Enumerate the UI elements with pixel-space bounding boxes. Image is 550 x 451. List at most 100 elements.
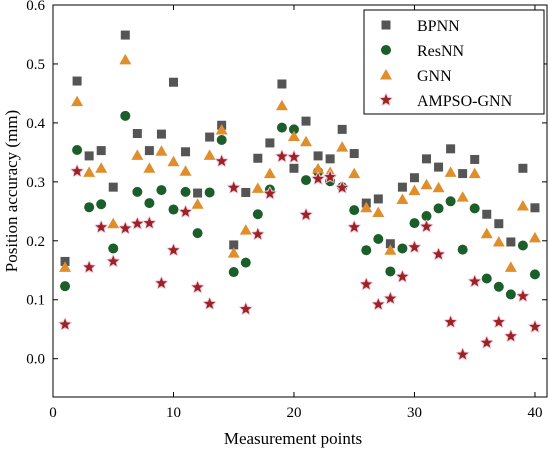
data-point-star	[240, 303, 252, 315]
data-point-circle	[204, 187, 215, 198]
x-tick-label: 10	[166, 405, 181, 421]
data-point-star	[456, 348, 469, 360]
data-point-circle	[96, 199, 107, 210]
data-point-star	[215, 155, 228, 167]
data-point-star	[529, 320, 541, 332]
data-point-square	[144, 146, 154, 156]
series-resnn	[60, 110, 540, 300]
data-point-star	[59, 318, 71, 330]
data-point-circle	[529, 269, 540, 280]
data-point-triangle	[239, 224, 252, 235]
legend-marker-circle	[381, 45, 391, 55]
data-point-square	[168, 77, 178, 87]
data-point-triangle	[215, 123, 228, 135]
data-point-triangle	[83, 166, 96, 177]
data-point-star	[228, 181, 240, 193]
data-point-circle	[252, 209, 263, 220]
data-point-square	[458, 169, 468, 179]
series-bpnn	[60, 30, 540, 266]
plot-area-border	[52, 4, 548, 398]
data-point-triangle	[480, 227, 493, 239]
x-axis-label: Measurement points	[224, 429, 362, 448]
data-point-triangle	[384, 244, 397, 255]
data-point-circle	[60, 281, 71, 292]
data-point-star	[408, 241, 421, 253]
data-point-square	[313, 151, 323, 161]
data-point-star	[83, 261, 95, 273]
data-point-circle	[276, 122, 287, 133]
data-point-circle	[144, 198, 155, 209]
data-point-star	[517, 290, 529, 302]
data-point-star	[432, 248, 445, 260]
data-point-circle	[349, 205, 360, 216]
plot-frame	[52, 4, 548, 398]
data-point-square	[470, 154, 480, 164]
data-point-square	[181, 147, 191, 157]
data-point-square	[494, 219, 504, 229]
data-point-square	[434, 162, 444, 172]
data-point-triangle	[504, 261, 517, 272]
y-tick-label: 0.0	[26, 352, 45, 368]
data-point-triangle	[420, 178, 433, 190]
data-point-square	[530, 203, 540, 213]
data-point-circle	[72, 145, 83, 156]
data-point-circle	[433, 203, 444, 214]
data-point-triangle	[408, 184, 421, 196]
y-axis-ticks: 0.0 0.1 0.2 0.3 0.4 0.5 0.6	[26, 0, 547, 368]
x-tick-label: 20	[286, 405, 301, 421]
legend-box	[363, 9, 545, 115]
data-point-triangle	[251, 182, 264, 193]
data-point-triangle	[492, 235, 505, 247]
data-point-triangle	[203, 149, 216, 160]
data-point-square	[229, 240, 239, 250]
data-point-square	[289, 163, 299, 173]
x-tick-label: 40	[527, 405, 542, 421]
data-point-star	[384, 292, 397, 304]
x-tick-label: 0	[49, 405, 57, 421]
data-point-star	[493, 316, 505, 327]
data-point-square	[84, 151, 94, 161]
data-point-star	[155, 277, 168, 289]
data-point-star	[119, 222, 131, 234]
data-point-star	[360, 278, 372, 290]
data-point-star	[179, 205, 192, 217]
data-point-square	[409, 173, 419, 183]
data-point-square	[506, 237, 516, 247]
data-point-circle	[120, 110, 131, 121]
data-point-circle	[397, 243, 408, 254]
data-point-circle	[180, 186, 191, 197]
data-point-square	[349, 149, 359, 159]
data-point-star	[288, 151, 300, 162]
data-point-triangle	[516, 200, 529, 211]
series-gnn	[59, 53, 541, 272]
data-point-star	[167, 244, 180, 256]
data-point-square	[205, 132, 215, 142]
data-point-square	[108, 182, 118, 192]
data-point-star	[71, 165, 83, 177]
data-point-star	[444, 316, 457, 327]
data-point-star	[203, 297, 216, 309]
data-point-circle	[469, 203, 480, 214]
data-markers	[57, 30, 543, 361]
data-point-circle	[240, 257, 251, 268]
legend-marker-star	[380, 94, 392, 105]
data-point-star	[469, 275, 481, 287]
y-tick-label: 0.5	[26, 57, 45, 73]
data-point-triangle	[275, 99, 288, 111]
y-axis-label: Position accuracy (mm)	[2, 110, 21, 272]
data-point-circle	[301, 175, 312, 186]
data-point-triangle	[59, 261, 72, 272]
data-point-triangle	[287, 130, 300, 141]
data-point-star	[143, 217, 156, 228]
data-point-circle	[108, 243, 119, 254]
data-point-circle	[505, 289, 516, 300]
data-point-star	[107, 255, 119, 267]
data-point-square	[120, 30, 130, 40]
data-point-star	[131, 217, 144, 229]
legend-label: BPNN	[417, 18, 460, 35]
y-tick-label: 0.3	[26, 175, 45, 191]
data-point-square	[72, 76, 82, 86]
data-point-square	[422, 154, 432, 164]
legend: BPNN ResNN GNN AMPSO-GNN	[363, 9, 545, 115]
data-point-square	[156, 129, 166, 139]
